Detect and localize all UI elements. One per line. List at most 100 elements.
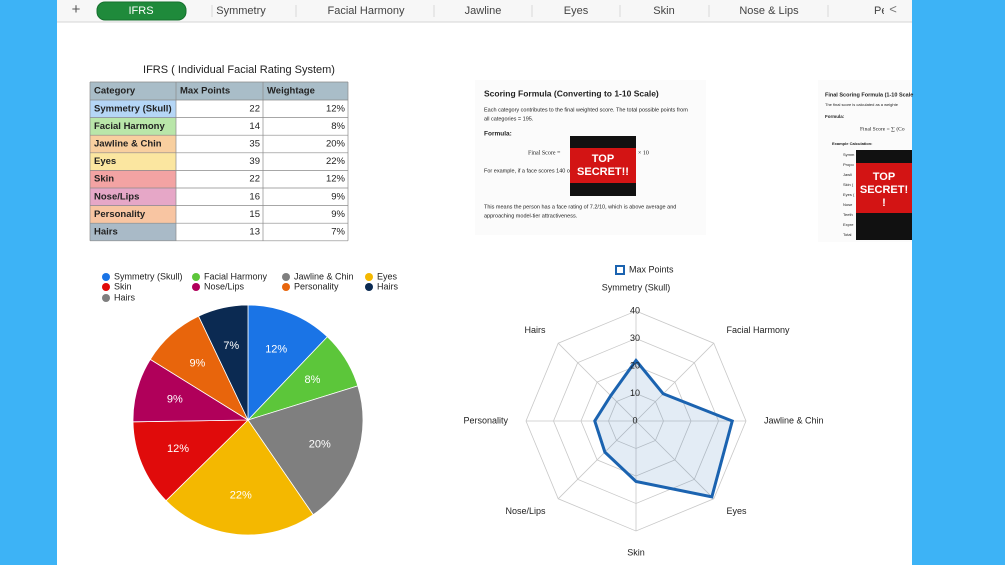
- axis-label: Facial Harmony: [727, 325, 791, 335]
- image-text: Nose: [843, 202, 853, 207]
- table-cell: 22: [249, 174, 260, 185]
- pie-slice: [247, 385, 364, 516]
- legend-swatch: [282, 273, 290, 281]
- pie-label: 9%: [189, 357, 205, 369]
- r-tick-label: 30: [630, 333, 640, 343]
- table-row-category-bg: [90, 152, 176, 171]
- table-cell: Facial Harmony: [94, 121, 165, 132]
- tab-active-pill[interactable]: [96, 1, 187, 21]
- pie-slice: [165, 419, 314, 536]
- pie-label: 9%: [167, 394, 183, 406]
- sheet-tab[interactable]: Facial Harmony: [327, 5, 405, 17]
- table-cell: 7%: [331, 227, 345, 238]
- secret-text: SECRET!: [860, 184, 908, 196]
- table-cell: 35: [249, 139, 260, 150]
- axis-label: Hairs: [524, 325, 546, 335]
- image-text: Total: [843, 232, 852, 237]
- legend-swatch: [365, 283, 373, 291]
- table-cell: Hairs: [94, 227, 118, 238]
- table-header-cell: Weightage: [267, 86, 315, 97]
- image-text: Expre: [843, 222, 854, 227]
- table-row-bg: [176, 170, 348, 188]
- image-text: Teeth: [843, 212, 853, 217]
- pie-slice: [247, 304, 328, 421]
- tab-bar: [57, 0, 912, 22]
- legend-label: Eyes: [377, 271, 398, 281]
- legend-label: Nose/Lips: [204, 281, 245, 291]
- table-cell: 14: [249, 121, 260, 132]
- axis-label: Jawline & Chin: [764, 415, 824, 425]
- sheet-tab[interactable]: IFRS: [128, 5, 153, 17]
- image-text: Final Scoring Formula (1-10 Scale: [825, 92, 913, 98]
- image-text: Each category contributes to the final w…: [484, 107, 688, 113]
- radar-spoke: [557, 420, 637, 500]
- pie-label: 12%: [167, 443, 189, 455]
- table-cell: 13: [249, 227, 260, 238]
- table-row-bg: [176, 117, 348, 136]
- axis-label: Skin: [627, 547, 645, 557]
- legend-swatch: [102, 283, 110, 291]
- radar-spoke: [557, 342, 637, 422]
- secret-text: SECRET!!: [577, 166, 629, 178]
- legend-label: Personality: [294, 281, 339, 291]
- image-text: Propo: [843, 162, 854, 167]
- image-text: all categories = 195.: [484, 116, 534, 122]
- pie-slice: [132, 419, 249, 502]
- sheet-tab[interactable]: Nose & Lips: [739, 5, 799, 17]
- sheet-tab[interactable]: Eyes: [564, 5, 589, 17]
- table-header-cell: Category: [94, 86, 136, 97]
- table-header-cell: Max Points: [180, 86, 230, 97]
- secret-label: [856, 163, 912, 213]
- table-row-bg: [176, 205, 348, 224]
- secret-label: [570, 148, 636, 183]
- axis-label: Personality: [463, 415, 508, 425]
- table-cell: 22%: [326, 156, 346, 167]
- image-text: Final Score = ∑ (Co: [860, 125, 905, 132]
- r-tick-label: 40: [630, 305, 640, 315]
- axis-label: Symmetry (Skull): [602, 282, 671, 292]
- radar-spoke: [635, 342, 715, 422]
- table-cell: 16: [249, 191, 260, 202]
- legend-swatch: [102, 294, 110, 302]
- table-cell: 12%: [326, 174, 346, 185]
- image-text: Formula:: [825, 114, 845, 119]
- r-tick-label: 0: [632, 415, 637, 425]
- table-row-category-bg: [90, 117, 176, 136]
- r-tick-label: 20: [630, 360, 640, 370]
- axis-label: Eyes: [727, 506, 748, 516]
- sheet-tab[interactable]: Jawline: [465, 5, 502, 17]
- legend-label: Hairs: [377, 281, 399, 291]
- table-cell: 15: [249, 209, 260, 220]
- scroll-back-button[interactable]: <: [889, 1, 897, 16]
- pie-label: 7%: [223, 340, 239, 352]
- table-row-category-bg: [90, 188, 176, 206]
- sheet-tab[interactable]: Skin: [653, 5, 674, 17]
- image-text: Eyes (: [843, 192, 855, 197]
- table-cell: 8%: [331, 121, 345, 132]
- legend-swatch: [102, 273, 110, 281]
- legend-swatch: [365, 273, 373, 281]
- add-tab-button[interactable]: +: [72, 1, 81, 18]
- image-text: Scoring Formula (Converting to 1-10 Scal…: [484, 88, 659, 98]
- image-text: approaching model-tier attractiveness.: [484, 213, 578, 219]
- table-row-bg: [176, 152, 348, 171]
- table-cell: 39: [249, 156, 260, 167]
- table-cell: Eyes: [94, 156, 116, 167]
- image-text: Formula:: [484, 131, 512, 138]
- legend-swatch: [282, 283, 290, 291]
- image-text: Final Score =: [528, 150, 561, 156]
- legend-label: Facial Harmony: [204, 271, 268, 281]
- image-text: × 10: [638, 150, 649, 156]
- axis-label: Nose/Lips: [505, 506, 546, 516]
- image-text: This means the person has a face rating …: [484, 204, 676, 210]
- legend-label: Max Points: [629, 264, 674, 274]
- pie-label: 8%: [305, 374, 321, 386]
- r-tick-label: 10: [630, 388, 640, 398]
- image-text: The final score is calculated as a weigh…: [825, 102, 899, 107]
- table-cell: Nose/Lips: [94, 191, 139, 202]
- table-row-category-bg: [90, 205, 176, 224]
- table-cell: Skin: [94, 174, 114, 185]
- sheet-tab[interactable]: Symmetry: [216, 5, 266, 17]
